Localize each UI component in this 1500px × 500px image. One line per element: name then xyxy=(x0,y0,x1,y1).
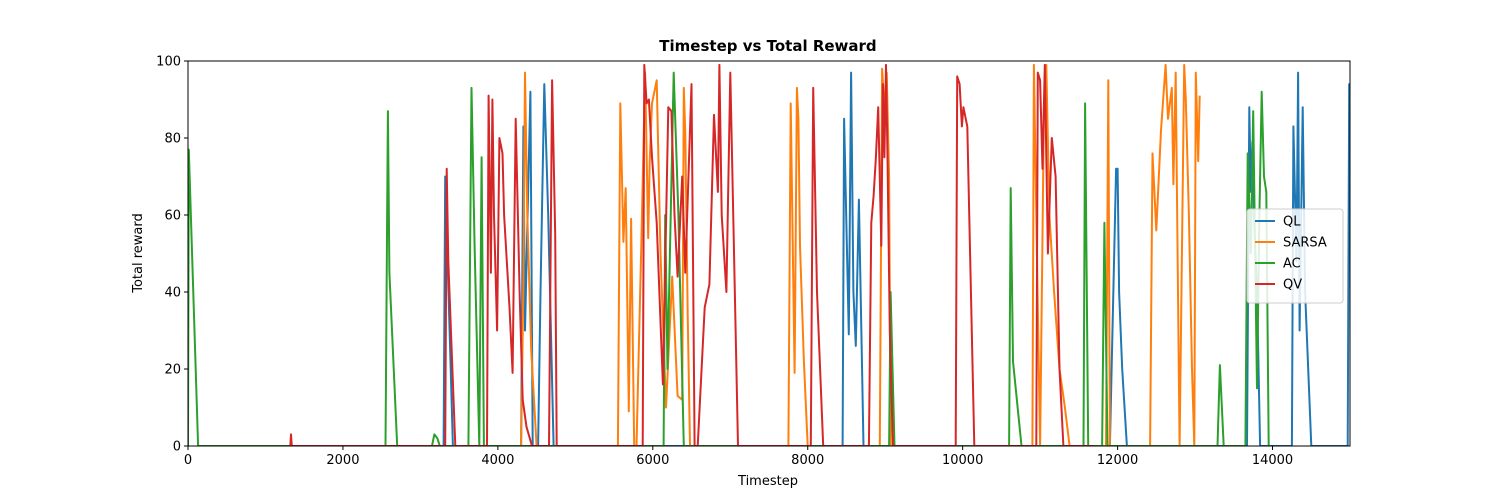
x-tick-label: 8000 xyxy=(791,453,824,468)
y-tick-label: 80 xyxy=(164,132,181,147)
y-tick-label: 40 xyxy=(164,286,181,301)
series-line-ql xyxy=(442,71,1350,446)
y-tick-label: 0 xyxy=(173,440,181,455)
legend-label-qv: QV xyxy=(1283,278,1302,293)
series-group xyxy=(188,63,1350,446)
y-axis-label: Total reward xyxy=(131,213,146,294)
series-line-qv xyxy=(289,63,1095,446)
legend-label-sarsa: SARSA xyxy=(1283,236,1327,251)
y-tick-label: 100 xyxy=(156,55,181,70)
plot-area xyxy=(187,60,1351,447)
y-axis: 0 20 40 60 80 100 xyxy=(156,55,188,455)
x-tick-label: 12000 xyxy=(1097,453,1138,468)
x-tick-label: 2000 xyxy=(326,453,359,468)
legend-label-ql: QL xyxy=(1283,215,1301,230)
y-tick-label: 60 xyxy=(164,209,181,224)
x-tick-label: 10000 xyxy=(942,453,983,468)
x-tick-label: 0 xyxy=(184,453,192,468)
legend-box xyxy=(1246,208,1344,304)
chart-title: Timestep vs Total Reward xyxy=(659,37,876,55)
x-tick-label: 4000 xyxy=(481,453,514,468)
plot-frame xyxy=(187,60,1351,447)
legend-label-ac: AC xyxy=(1283,257,1301,272)
legend: QL SARSA AC QV xyxy=(1246,208,1344,304)
x-tick-label: 6000 xyxy=(636,453,669,468)
x-axis: 0 2000 4000 6000 8000 10000 12000 14000 xyxy=(184,446,1293,468)
series-line-sarsa xyxy=(520,63,1201,446)
x-tick-label: 14000 xyxy=(1252,453,1293,468)
x-axis-label: Timestep xyxy=(737,474,798,489)
y-tick-label: 20 xyxy=(164,363,181,378)
